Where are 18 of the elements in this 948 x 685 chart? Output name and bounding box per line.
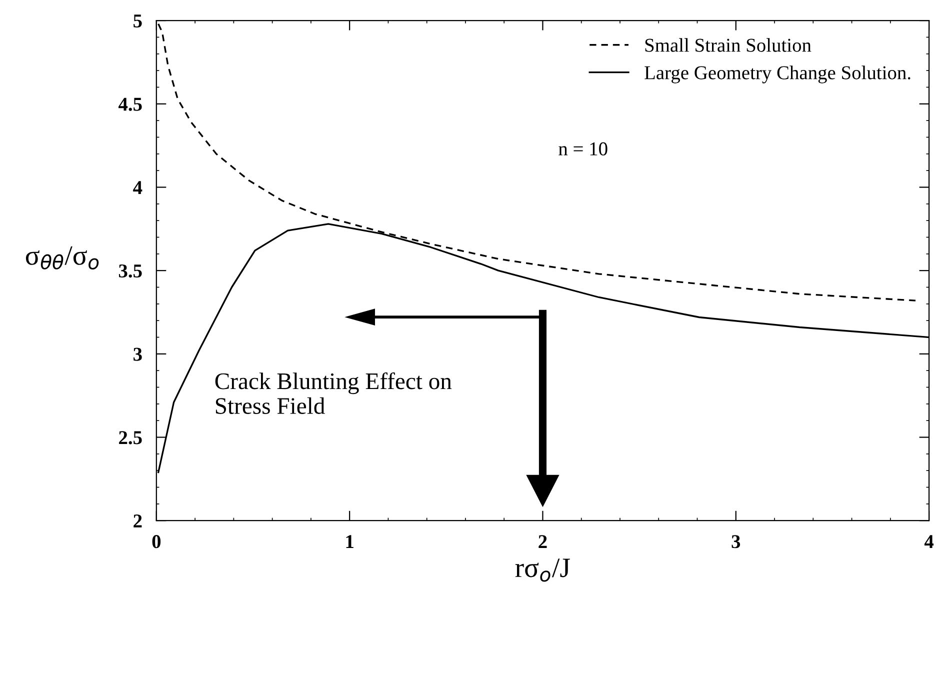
y-tick-label: 3 — [134, 348, 142, 361]
annotation: Crack Blunting Effect on Stress Field — [215, 372, 452, 414]
y-tick-label: 3.5 — [118, 264, 142, 278]
y-tick-label: 4.5 — [118, 98, 142, 111]
x-tick-label: 1 — [346, 535, 354, 548]
y-tick-label: 2.5 — [119, 431, 142, 444]
legend-label: Small Strain Solution — [645, 38, 812, 52]
x-tick-label: 3 — [732, 535, 740, 548]
x-tick-label: 4 — [924, 535, 934, 548]
x-tick-label: 2 — [538, 535, 547, 548]
annotation: n = 10 — [558, 142, 608, 156]
x-axis-title: rσ$_{o}$/J — [515, 558, 570, 582]
y-tick-label: 4 — [133, 181, 142, 194]
legend-label: Large Geometry Change Solution. — [644, 66, 910, 84]
y-axis-title: σ$_{θθ}$/σ$_{o}$ — [26, 246, 99, 270]
y-tick-label: 5 — [134, 14, 142, 28]
y-tick-label: 2 — [134, 514, 142, 528]
x-tick-label: 0 — [152, 535, 161, 548]
